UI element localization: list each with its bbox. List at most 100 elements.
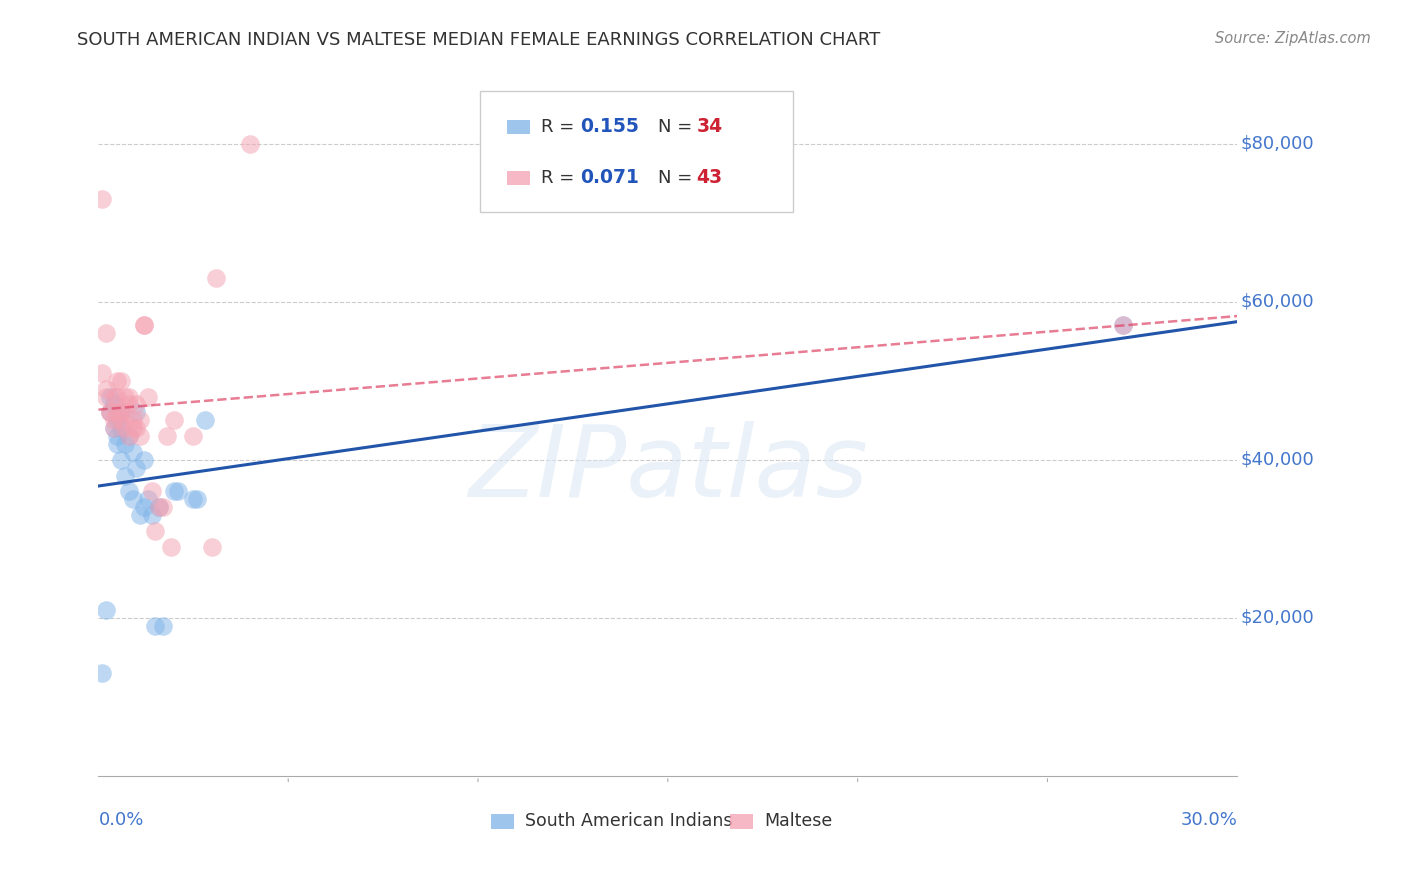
Point xyxy=(110,374,132,388)
Point xyxy=(148,500,170,515)
Point xyxy=(136,390,159,404)
Point xyxy=(110,421,132,435)
Text: South American Indians: South American Indians xyxy=(526,813,733,830)
Point xyxy=(141,508,163,523)
Point xyxy=(125,460,148,475)
Point xyxy=(1112,318,1135,333)
Point xyxy=(186,492,208,507)
Point xyxy=(129,413,152,427)
Point xyxy=(103,421,125,435)
Point xyxy=(239,136,262,151)
Point xyxy=(121,445,143,459)
Point xyxy=(94,382,117,396)
Point xyxy=(110,452,132,467)
FancyBboxPatch shape xyxy=(491,814,515,829)
Point xyxy=(94,603,117,617)
Point xyxy=(132,318,155,333)
Text: 0.155: 0.155 xyxy=(581,118,640,136)
Point xyxy=(183,492,205,507)
Point xyxy=(110,405,132,419)
FancyBboxPatch shape xyxy=(508,170,530,185)
Point xyxy=(145,619,167,633)
Point xyxy=(159,540,181,554)
Point xyxy=(98,405,121,419)
Point xyxy=(163,484,186,499)
Point xyxy=(201,540,224,554)
Point xyxy=(98,405,121,419)
Point xyxy=(152,500,174,515)
Point xyxy=(163,413,186,427)
Text: 34: 34 xyxy=(696,118,723,136)
Text: $20,000: $20,000 xyxy=(1240,609,1315,627)
Text: $60,000: $60,000 xyxy=(1240,293,1315,310)
Point xyxy=(152,619,174,633)
Point xyxy=(107,437,129,451)
Point xyxy=(91,666,114,681)
Text: Maltese: Maltese xyxy=(765,813,832,830)
Point xyxy=(118,429,141,443)
Point xyxy=(114,390,136,404)
Text: R =: R = xyxy=(541,118,581,136)
Point xyxy=(107,429,129,443)
Point xyxy=(118,484,141,499)
Point xyxy=(183,429,205,443)
Point xyxy=(94,390,117,404)
Point xyxy=(167,484,190,499)
Point xyxy=(110,405,132,419)
Text: SOUTH AMERICAN INDIAN VS MALTESE MEDIAN FEMALE EARNINGS CORRELATION CHART: SOUTH AMERICAN INDIAN VS MALTESE MEDIAN … xyxy=(77,31,880,49)
FancyBboxPatch shape xyxy=(479,91,793,212)
FancyBboxPatch shape xyxy=(731,814,754,829)
Point xyxy=(107,405,129,419)
Point xyxy=(103,421,125,435)
Text: 43: 43 xyxy=(696,169,723,187)
Point xyxy=(194,413,217,427)
Point xyxy=(107,374,129,388)
Text: 0.071: 0.071 xyxy=(581,169,640,187)
Point xyxy=(103,413,125,427)
Text: N =: N = xyxy=(658,169,697,186)
Point xyxy=(114,468,136,483)
Point xyxy=(156,429,179,443)
Point xyxy=(125,405,148,419)
Point xyxy=(132,452,155,467)
Text: $40,000: $40,000 xyxy=(1240,450,1315,469)
Point xyxy=(148,500,170,515)
Text: 30.0%: 30.0% xyxy=(1181,811,1237,829)
Point xyxy=(132,318,155,333)
Point xyxy=(91,366,114,380)
Text: Source: ZipAtlas.com: Source: ZipAtlas.com xyxy=(1215,31,1371,46)
Point xyxy=(129,429,152,443)
Point xyxy=(118,429,141,443)
Point xyxy=(121,413,143,427)
Point xyxy=(136,492,159,507)
Text: ZIPatlas: ZIPatlas xyxy=(468,421,868,518)
Point xyxy=(121,421,143,435)
Point xyxy=(91,192,114,206)
Point xyxy=(94,326,117,341)
Point xyxy=(205,271,228,285)
Point xyxy=(141,484,163,499)
Point xyxy=(118,397,141,411)
Text: R =: R = xyxy=(541,169,581,186)
Point xyxy=(110,413,132,427)
Point xyxy=(103,397,125,411)
FancyBboxPatch shape xyxy=(508,120,530,134)
Point xyxy=(114,437,136,451)
Point xyxy=(145,524,167,538)
Point xyxy=(107,390,129,404)
Point xyxy=(114,405,136,419)
Point xyxy=(103,390,125,404)
Point xyxy=(125,421,148,435)
Point xyxy=(98,405,121,419)
Point xyxy=(114,421,136,435)
Point xyxy=(107,413,129,427)
Point xyxy=(118,390,141,404)
Point xyxy=(1112,318,1135,333)
Text: 0.0%: 0.0% xyxy=(98,811,143,829)
Text: $80,000: $80,000 xyxy=(1240,135,1315,153)
Point xyxy=(132,500,155,515)
Text: N =: N = xyxy=(658,118,697,136)
Point xyxy=(125,397,148,411)
Point xyxy=(129,508,152,523)
Point xyxy=(98,390,121,404)
